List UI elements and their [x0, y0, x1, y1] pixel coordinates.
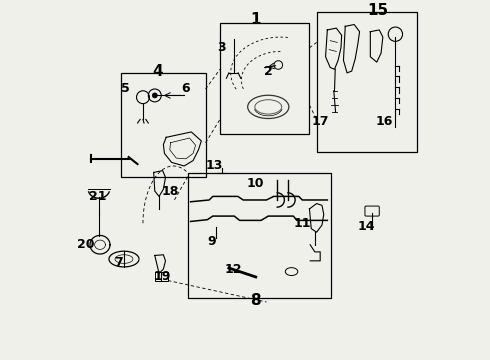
Text: 14: 14 — [358, 220, 375, 233]
Text: 9: 9 — [208, 235, 217, 248]
Bar — [122, 73, 206, 177]
Bar — [317, 12, 417, 152]
Bar — [188, 173, 331, 298]
Text: 18: 18 — [161, 185, 178, 198]
Text: 12: 12 — [225, 263, 242, 276]
Text: 6: 6 — [182, 82, 190, 95]
Bar — [220, 23, 310, 134]
Text: 19: 19 — [154, 270, 172, 283]
Text: 1: 1 — [250, 12, 261, 27]
Text: 10: 10 — [247, 177, 265, 190]
Text: 17: 17 — [312, 115, 329, 128]
Text: 2: 2 — [264, 64, 272, 78]
Text: 3: 3 — [218, 41, 226, 54]
Text: 21: 21 — [90, 190, 107, 203]
Text: 11: 11 — [294, 217, 311, 230]
Text: 20: 20 — [77, 238, 95, 251]
Bar — [155, 271, 169, 280]
Text: 4: 4 — [152, 64, 163, 78]
Text: 16: 16 — [376, 115, 393, 128]
Circle shape — [152, 93, 157, 98]
Text: 13: 13 — [206, 159, 223, 172]
Text: 15: 15 — [367, 3, 388, 18]
Text: 5: 5 — [121, 82, 129, 95]
Text: 8: 8 — [250, 293, 261, 308]
Text: 7: 7 — [115, 256, 123, 269]
